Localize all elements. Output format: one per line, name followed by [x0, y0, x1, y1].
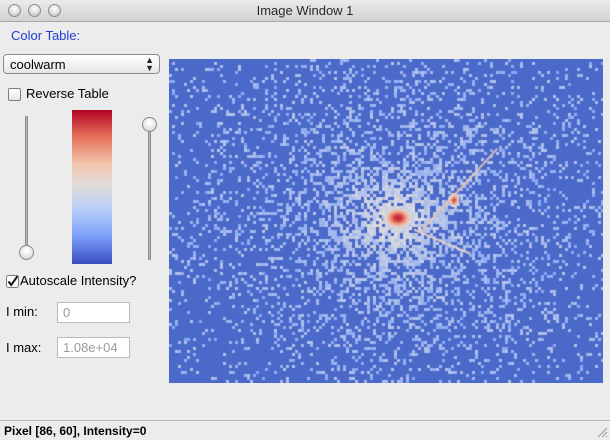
min-slider-thumb[interactable] — [19, 245, 34, 260]
imin-label: I min: — [6, 304, 38, 319]
status-bar: Pixel [86, 60], Intensity=0 — [0, 420, 610, 440]
status-text: Pixel [86, 60], Intensity=0 — [4, 424, 147, 438]
color-table-label: Color Table: — [11, 28, 81, 43]
imin-field[interactable] — [57, 302, 130, 323]
reverse-table-label[interactable]: Reverse Table — [26, 86, 109, 101]
title-bar[interactable]: Image Window 1 — [0, 0, 610, 22]
reverse-table-checkbox[interactable] — [8, 88, 21, 101]
max-slider-track[interactable] — [148, 126, 151, 260]
up-down-arrows-icon: ▲ ▼ — [145, 55, 154, 73]
minimize-window-button[interactable] — [28, 4, 41, 17]
close-window-button[interactable] — [8, 4, 21, 17]
window-title: Image Window 1 — [256, 3, 354, 18]
imax-label: I max: — [6, 340, 42, 355]
max-slider-thumb[interactable] — [142, 117, 157, 132]
image-display[interactable] — [169, 59, 603, 383]
autoscale-checkbox[interactable] — [6, 275, 19, 288]
autoscale-label[interactable]: Autoscale Intensity? — [20, 273, 137, 288]
resize-grip-icon[interactable] — [596, 426, 608, 438]
colormap-selected-value: coolwarm — [10, 57, 66, 72]
colormap-select[interactable]: coolwarm ▲ ▼ — [3, 54, 160, 74]
intensity-image[interactable] — [169, 59, 603, 383]
colorbar — [72, 110, 112, 264]
imax-field[interactable] — [57, 337, 130, 358]
zoom-window-button[interactable] — [48, 4, 61, 17]
min-slider-track[interactable] — [25, 116, 28, 256]
